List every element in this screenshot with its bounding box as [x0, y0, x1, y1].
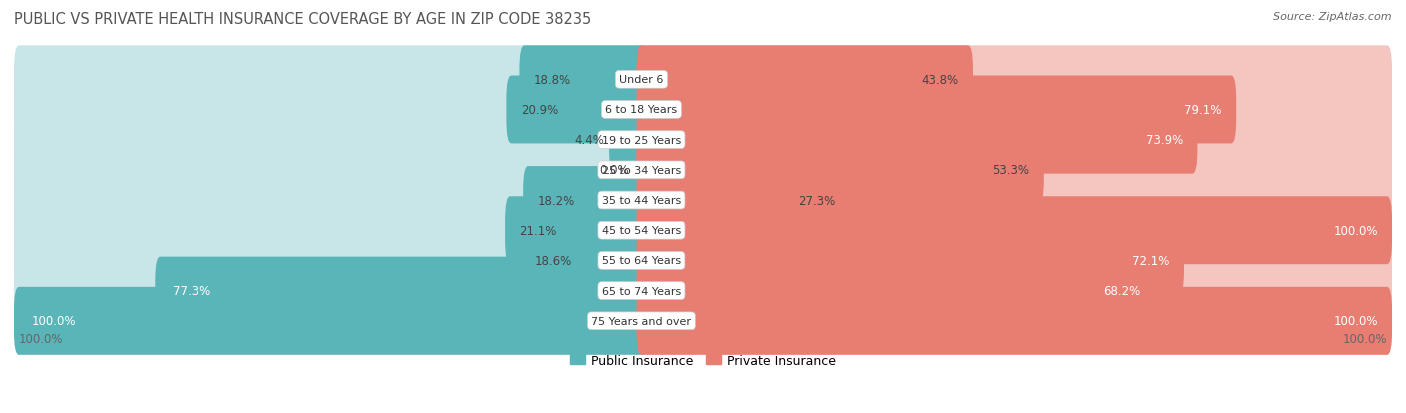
FancyBboxPatch shape — [609, 107, 647, 174]
FancyBboxPatch shape — [14, 197, 647, 265]
Text: 18.2%: 18.2% — [537, 194, 575, 207]
FancyBboxPatch shape — [18, 57, 1388, 104]
Text: 53.3%: 53.3% — [993, 164, 1029, 177]
FancyBboxPatch shape — [637, 107, 1198, 174]
FancyBboxPatch shape — [637, 257, 1392, 325]
Text: 19 to 25 Years: 19 to 25 Years — [602, 135, 681, 145]
FancyBboxPatch shape — [637, 227, 1392, 295]
FancyBboxPatch shape — [637, 257, 1154, 325]
FancyBboxPatch shape — [637, 227, 1184, 295]
FancyBboxPatch shape — [18, 207, 1388, 254]
Text: 100.0%: 100.0% — [1333, 315, 1378, 328]
FancyBboxPatch shape — [18, 177, 1388, 224]
FancyBboxPatch shape — [14, 227, 647, 295]
FancyBboxPatch shape — [506, 76, 647, 144]
FancyBboxPatch shape — [14, 76, 647, 144]
FancyBboxPatch shape — [637, 46, 1392, 114]
Text: 0.0%: 0.0% — [599, 164, 628, 177]
FancyBboxPatch shape — [14, 137, 647, 204]
FancyBboxPatch shape — [637, 167, 1392, 235]
FancyBboxPatch shape — [18, 237, 1388, 284]
FancyBboxPatch shape — [637, 76, 1236, 144]
FancyBboxPatch shape — [519, 46, 647, 114]
FancyBboxPatch shape — [14, 257, 647, 325]
FancyBboxPatch shape — [18, 117, 1388, 164]
FancyBboxPatch shape — [14, 107, 647, 174]
Text: PUBLIC VS PRIVATE HEALTH INSURANCE COVERAGE BY AGE IN ZIP CODE 38235: PUBLIC VS PRIVATE HEALTH INSURANCE COVER… — [14, 12, 592, 27]
Text: Source: ZipAtlas.com: Source: ZipAtlas.com — [1274, 12, 1392, 22]
Text: 6 to 18 Years: 6 to 18 Years — [606, 105, 678, 115]
Text: 79.1%: 79.1% — [1184, 104, 1222, 117]
FancyBboxPatch shape — [637, 167, 851, 235]
Text: 77.3%: 77.3% — [173, 285, 209, 297]
Text: 65 to 74 Years: 65 to 74 Years — [602, 286, 681, 296]
FancyBboxPatch shape — [14, 167, 647, 235]
Text: 100.0%: 100.0% — [31, 315, 76, 328]
FancyBboxPatch shape — [637, 107, 1392, 174]
Text: 75 Years and over: 75 Years and over — [592, 316, 692, 326]
Text: 21.1%: 21.1% — [519, 224, 557, 237]
Legend: Public Insurance, Private Insurance: Public Insurance, Private Insurance — [565, 349, 841, 372]
FancyBboxPatch shape — [18, 87, 1388, 134]
Text: 45 to 54 Years: 45 to 54 Years — [602, 225, 681, 236]
Text: 18.8%: 18.8% — [534, 74, 571, 87]
FancyBboxPatch shape — [637, 197, 1392, 265]
FancyBboxPatch shape — [14, 287, 647, 355]
Text: 68.2%: 68.2% — [1104, 285, 1140, 297]
FancyBboxPatch shape — [637, 137, 1043, 204]
Text: 100.0%: 100.0% — [18, 332, 63, 345]
Text: Under 6: Under 6 — [619, 75, 664, 85]
FancyBboxPatch shape — [14, 287, 647, 355]
FancyBboxPatch shape — [18, 147, 1388, 194]
Text: 25 to 34 Years: 25 to 34 Years — [602, 166, 681, 176]
FancyBboxPatch shape — [14, 46, 647, 114]
Text: 35 to 44 Years: 35 to 44 Years — [602, 196, 681, 206]
Text: 100.0%: 100.0% — [1333, 224, 1378, 237]
Text: 73.9%: 73.9% — [1146, 134, 1182, 147]
FancyBboxPatch shape — [18, 268, 1388, 314]
Text: 72.1%: 72.1% — [1132, 254, 1170, 267]
Text: 27.3%: 27.3% — [799, 194, 835, 207]
FancyBboxPatch shape — [637, 287, 1392, 355]
FancyBboxPatch shape — [505, 197, 647, 265]
Text: 4.4%: 4.4% — [575, 134, 605, 147]
Text: 55 to 64 Years: 55 to 64 Years — [602, 256, 681, 266]
FancyBboxPatch shape — [520, 227, 647, 295]
FancyBboxPatch shape — [637, 137, 1392, 204]
FancyBboxPatch shape — [18, 297, 1388, 344]
FancyBboxPatch shape — [637, 197, 1392, 265]
FancyBboxPatch shape — [637, 46, 973, 114]
Text: 20.9%: 20.9% — [520, 104, 558, 117]
FancyBboxPatch shape — [637, 76, 1392, 144]
Text: 43.8%: 43.8% — [921, 74, 959, 87]
FancyBboxPatch shape — [523, 167, 647, 235]
Text: 18.6%: 18.6% — [536, 254, 572, 267]
FancyBboxPatch shape — [155, 257, 647, 325]
Text: 100.0%: 100.0% — [1343, 332, 1388, 345]
FancyBboxPatch shape — [637, 287, 1392, 355]
